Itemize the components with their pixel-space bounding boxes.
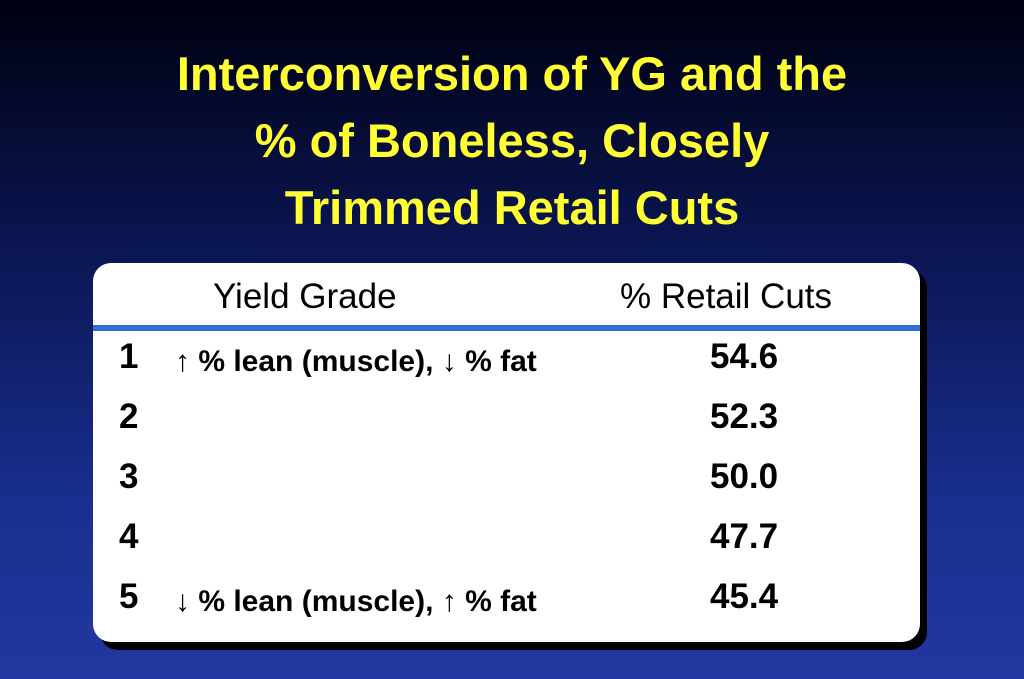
value-cell: 47.7 (710, 517, 779, 556)
grade-cell: 3 (119, 457, 139, 496)
grade-cell: 2 (119, 397, 139, 436)
table: Yield Grade % Retail Cuts 1 ↑ % lean (mus… (93, 263, 920, 642)
header-rule (93, 325, 920, 331)
value-cell: 54.6 (710, 337, 779, 376)
header-cell: Yield Grade (213, 277, 397, 316)
title: Interconversion of YG and the % of Bonel… (0, 40, 1024, 241)
value-cell: 45.4 (710, 577, 779, 616)
title-line: Trimmed Retail Cuts (284, 181, 740, 234)
note-cell: ↑ % lean (muscle), ↓ % fat (175, 345, 537, 378)
grade-cell: 1 (119, 337, 139, 376)
grade-cell: 4 (119, 517, 139, 556)
header-cell: % Retail Cuts (620, 277, 833, 316)
note-cell: ↓ % lean (muscle), ↑ % fat (175, 585, 537, 618)
grade-cell: 5 (119, 577, 139, 616)
value-cell: 52.3 (710, 397, 779, 436)
title-line: % of Boneless, Closely (254, 114, 770, 167)
value-cell: 50.0 (710, 457, 779, 496)
title-line: Interconversion of YG and the (176, 47, 848, 100)
